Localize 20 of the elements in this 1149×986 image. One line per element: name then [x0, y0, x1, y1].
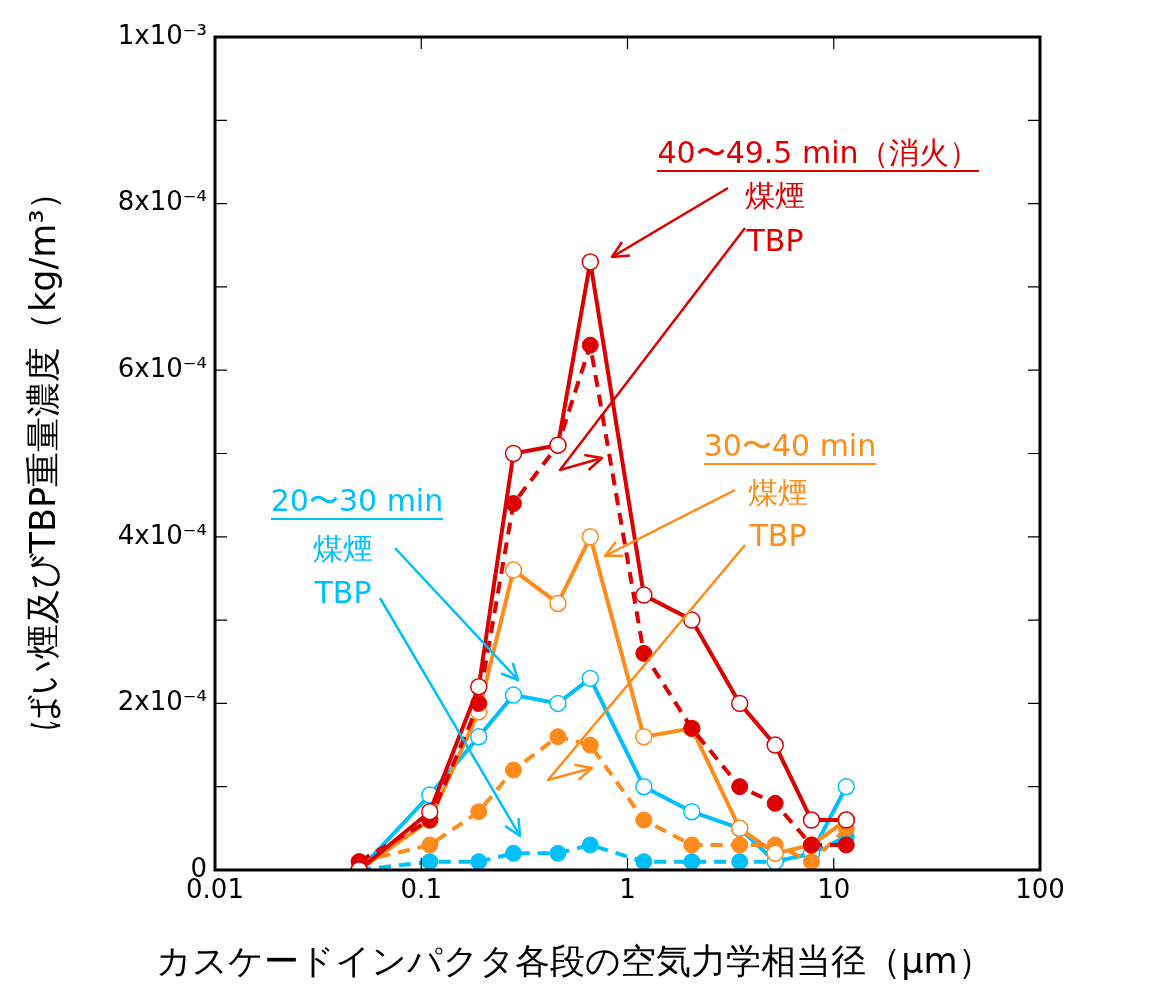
x-axis-title: カスケードインパクタ各段の空気力学相当径（μm） [155, 940, 994, 983]
annotation: TBP [314, 574, 372, 610]
x-tick-label: 0.1 [400, 874, 442, 905]
x-tick-label: 1 [619, 874, 636, 905]
annotation: TBP [746, 222, 804, 258]
x-tick-label: 10 [817, 874, 851, 905]
annotation: 煤煙 [313, 530, 373, 566]
annotation: 30〜40 min [703, 427, 877, 465]
annotation: 煤煙 [748, 474, 808, 510]
x-tick-label: 100 [1015, 874, 1065, 905]
y-tick-label: 2x10⁻⁴ [117, 686, 207, 717]
y-tick-label: 1x10⁻³ [117, 19, 207, 50]
y-tick-label: 8x10⁻⁴ [117, 186, 207, 217]
annotation: 20〜30 min [270, 482, 444, 520]
annotation: 煤煙 [745, 177, 805, 213]
annotation: TBP [749, 517, 807, 553]
annotation: 40〜49.5 min（消火） [657, 134, 979, 172]
y-tick-label: 6x10⁻⁴ [117, 352, 207, 383]
y-tick-label: 4x10⁻⁴ [117, 519, 207, 550]
y-axis-title: ばい煙及びTBP重量濃度（kg/m³） [22, 173, 64, 734]
